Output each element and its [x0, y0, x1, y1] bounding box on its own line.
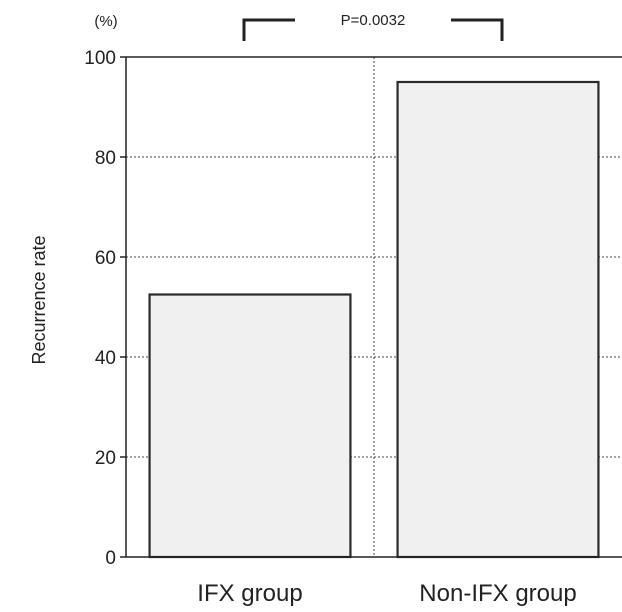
- y-tick-40: 40: [95, 348, 116, 369]
- bars: [148, 80, 600, 559]
- x-tick-ifx-group: IFX group: [197, 580, 302, 607]
- y-tick-60: 60: [95, 248, 116, 269]
- bracket-left-arm: [242, 18, 295, 41]
- y-axis-label: Recurrence rate: [29, 235, 49, 364]
- x-tick-labels: IFX group Non-IFX group: [197, 580, 576, 607]
- y-tick-20: 20: [95, 448, 116, 469]
- bar-ifx-group: [148, 293, 352, 559]
- axes: [120, 56, 622, 558]
- significance-bracket: P=0.0032: [242, 12, 504, 41]
- y-tick-80: 80: [95, 148, 116, 169]
- y-tick-0: 0: [105, 548, 116, 569]
- x-tick-non-ifx-group: Non-IFX group: [419, 580, 576, 607]
- y-tick-labels: 0 20 40 60 80 100: [84, 48, 116, 569]
- y-tick-100: 100: [84, 48, 116, 69]
- bar-non-ifx-group: [396, 80, 600, 559]
- p-value-label: P=0.0032: [341, 12, 406, 29]
- y-axis-unit: (%): [94, 13, 117, 30]
- bracket-right-arm: [451, 18, 504, 41]
